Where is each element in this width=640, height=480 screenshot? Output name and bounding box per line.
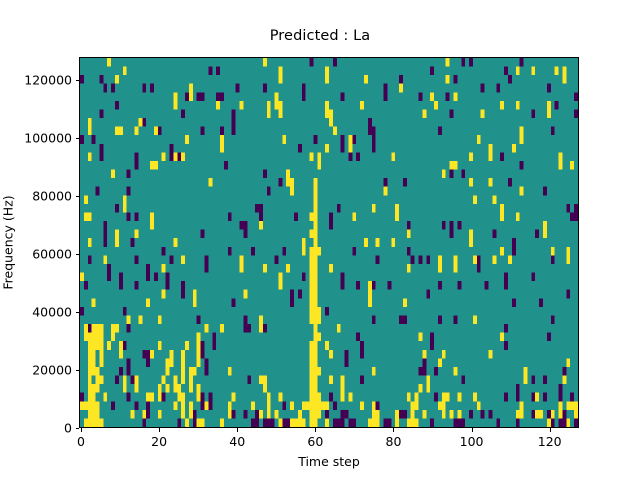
heatmap-image (80, 58, 578, 427)
y-tick-label: 20000 (32, 362, 72, 378)
x-tick-mark (471, 428, 473, 432)
x-tick-label: 60 (307, 434, 324, 449)
y-tick-mark (75, 80, 79, 82)
y-tick-label: 40000 (32, 304, 72, 320)
y-tick-mark (75, 370, 79, 372)
x-axis-label: Time step (298, 454, 360, 469)
y-axis-label: Frequency (Hz) (0, 57, 16, 428)
heatmap-axes (79, 57, 579, 428)
x-tick-label: 100 (459, 434, 484, 449)
x-tick-label: 40 (229, 434, 246, 449)
y-tick-mark (75, 254, 79, 256)
x-tick-label: 20 (151, 434, 168, 449)
y-tick-label: 60000 (32, 246, 72, 262)
x-tick-mark (315, 428, 317, 432)
y-tick-label: 100000 (24, 130, 72, 146)
y-tick-label: 0 (64, 420, 72, 436)
x-tick-mark (393, 428, 395, 432)
y-tick-label: 120000 (24, 72, 72, 88)
y-tick-label: 80000 (32, 188, 72, 204)
y-tick-mark (75, 312, 79, 314)
x-tick-mark (549, 428, 551, 432)
x-tick-mark (159, 428, 161, 432)
y-tick-mark (75, 138, 79, 140)
x-tick-label: 0 (76, 434, 85, 449)
y-axis-label-text: Frequency (Hz) (0, 195, 16, 290)
y-tick-mark (75, 428, 79, 429)
page-title: Predicted : La (269, 28, 371, 44)
x-tick-label: 120 (537, 434, 562, 449)
x-tick-mark (237, 428, 239, 432)
x-tick-mark (80, 428, 82, 432)
x-tick-label: 80 (385, 434, 402, 449)
y-tick-mark (75, 196, 79, 198)
